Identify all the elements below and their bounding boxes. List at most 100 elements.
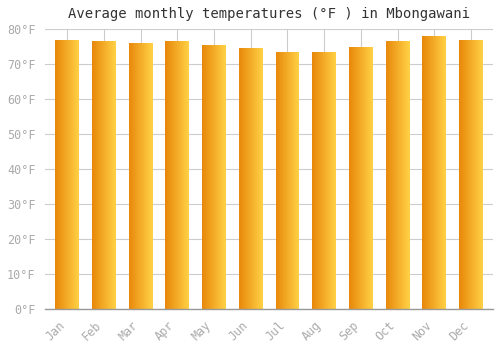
Bar xyxy=(291,52,292,309)
Bar xyxy=(114,41,115,309)
Bar xyxy=(217,45,218,309)
Bar xyxy=(206,45,207,309)
Bar xyxy=(246,48,247,309)
Bar xyxy=(221,45,222,309)
Bar xyxy=(285,52,286,309)
Bar xyxy=(399,41,400,309)
Bar xyxy=(299,52,300,309)
Bar xyxy=(244,48,245,309)
Bar xyxy=(140,43,141,309)
Bar xyxy=(256,48,258,309)
Bar xyxy=(215,45,216,309)
Bar xyxy=(370,47,371,309)
Bar xyxy=(212,45,213,309)
Bar xyxy=(332,52,333,309)
Bar xyxy=(288,52,290,309)
Bar xyxy=(170,41,171,309)
Bar xyxy=(445,36,446,309)
Bar xyxy=(141,43,142,309)
Bar xyxy=(472,40,473,309)
Bar xyxy=(111,41,112,309)
Bar xyxy=(247,48,248,309)
Bar xyxy=(466,40,467,309)
Bar xyxy=(442,36,444,309)
Bar xyxy=(146,43,147,309)
Bar xyxy=(286,52,287,309)
Bar xyxy=(295,52,296,309)
Bar xyxy=(134,43,135,309)
Bar xyxy=(319,52,320,309)
Bar xyxy=(430,36,432,309)
Bar xyxy=(58,40,59,309)
Bar xyxy=(290,52,291,309)
Bar xyxy=(98,41,99,309)
Bar xyxy=(322,52,323,309)
Bar xyxy=(137,43,138,309)
Bar xyxy=(133,43,134,309)
Bar xyxy=(333,52,334,309)
Bar xyxy=(224,45,225,309)
Bar xyxy=(167,41,168,309)
Bar xyxy=(473,40,474,309)
Bar xyxy=(178,41,179,309)
Bar xyxy=(258,48,259,309)
Bar xyxy=(73,40,74,309)
Bar xyxy=(426,36,427,309)
Bar xyxy=(57,40,58,309)
Bar xyxy=(255,48,256,309)
Bar xyxy=(422,36,423,309)
Bar xyxy=(315,52,316,309)
Bar xyxy=(176,41,178,309)
Bar xyxy=(214,45,215,309)
Bar xyxy=(204,45,205,309)
Bar xyxy=(335,52,336,309)
Bar xyxy=(398,41,399,309)
Bar xyxy=(371,47,372,309)
Bar xyxy=(186,41,187,309)
Bar xyxy=(470,40,471,309)
Bar xyxy=(407,41,408,309)
Bar xyxy=(245,48,246,309)
Bar xyxy=(56,40,57,309)
Bar xyxy=(115,41,116,309)
Bar xyxy=(365,47,366,309)
Bar xyxy=(139,43,140,309)
Bar xyxy=(63,40,64,309)
Bar xyxy=(166,41,167,309)
Bar xyxy=(424,36,425,309)
Bar xyxy=(182,41,184,309)
Bar xyxy=(280,52,281,309)
Bar xyxy=(72,40,73,309)
Bar xyxy=(367,47,368,309)
Bar xyxy=(395,41,396,309)
Bar xyxy=(61,40,62,309)
Bar xyxy=(406,41,407,309)
Bar xyxy=(78,40,79,309)
Bar xyxy=(321,52,322,309)
Bar xyxy=(208,45,210,309)
Bar xyxy=(293,52,294,309)
Bar xyxy=(211,45,212,309)
Bar xyxy=(173,41,174,309)
Bar xyxy=(241,48,242,309)
Bar xyxy=(475,40,476,309)
Bar xyxy=(403,41,404,309)
Bar xyxy=(386,41,387,309)
Bar xyxy=(359,47,360,309)
Bar xyxy=(92,41,93,309)
Bar xyxy=(210,45,211,309)
Bar xyxy=(287,52,288,309)
Bar xyxy=(219,45,220,309)
Bar xyxy=(112,41,113,309)
Bar xyxy=(390,41,391,309)
Bar xyxy=(427,36,428,309)
Bar xyxy=(99,41,100,309)
Bar xyxy=(70,40,71,309)
Bar xyxy=(242,48,243,309)
Bar xyxy=(368,47,369,309)
Bar xyxy=(96,41,98,309)
Bar xyxy=(316,52,317,309)
Bar xyxy=(243,48,244,309)
Bar xyxy=(106,41,107,309)
Bar xyxy=(187,41,188,309)
